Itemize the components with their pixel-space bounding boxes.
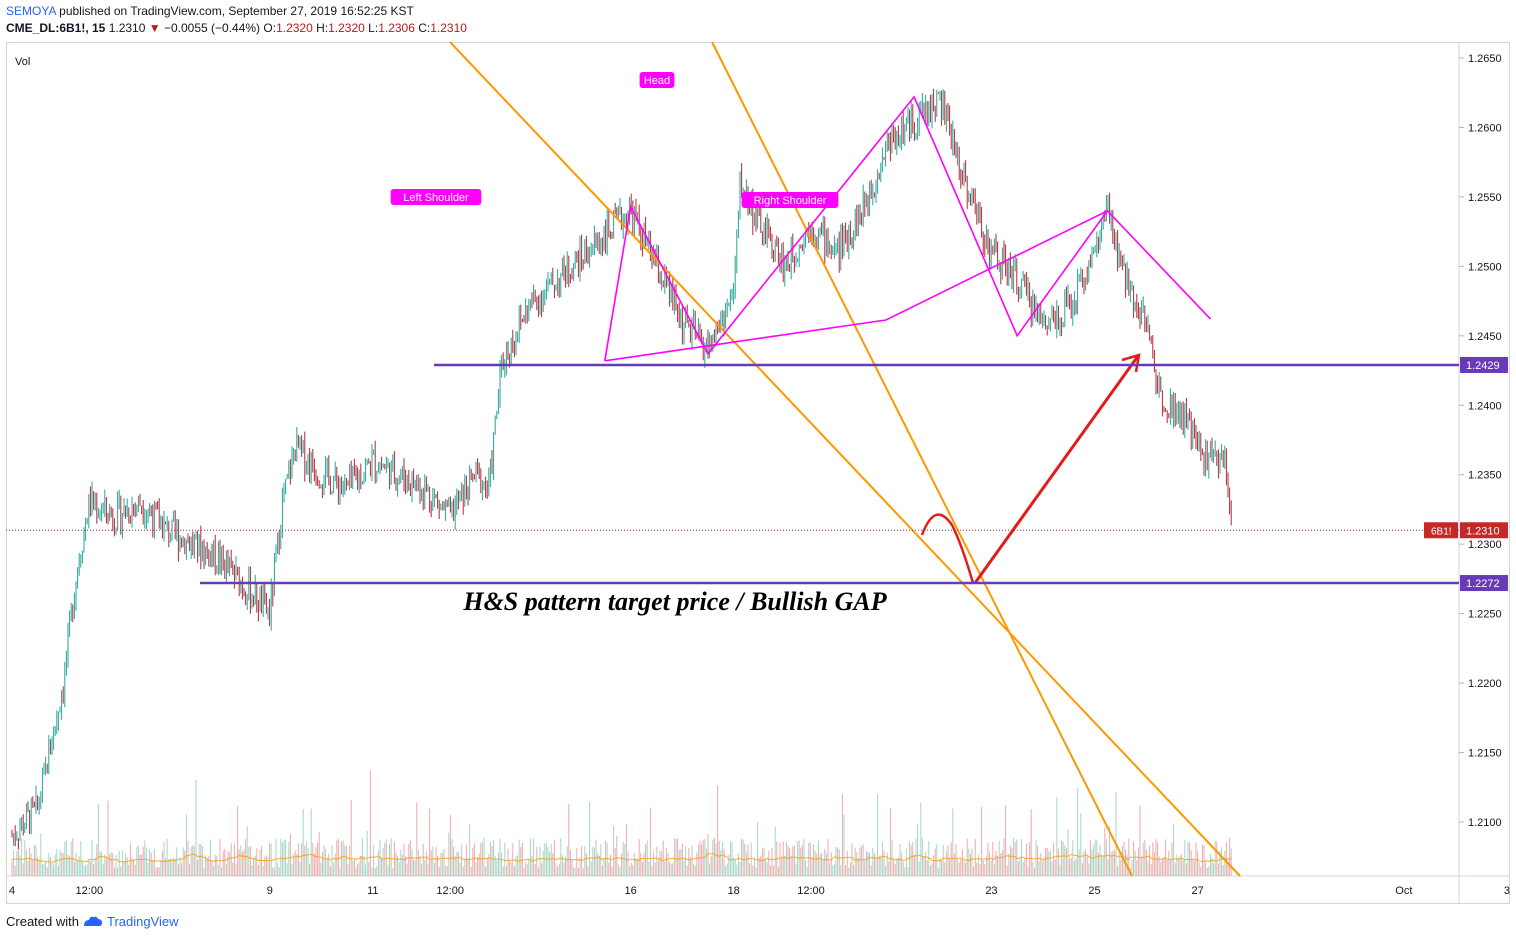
y-tick-label: 1.2500 bbox=[1468, 261, 1502, 273]
chart-frame[interactable] bbox=[6, 42, 1510, 904]
level-upper-badge bbox=[1460, 356, 1508, 373]
x-tick-label: 12:00 bbox=[76, 885, 104, 897]
x-tick-label: 18 bbox=[728, 885, 740, 897]
arrow-head-icon bbox=[1121, 353, 1141, 373]
tradingview-link[interactable]: TradingView bbox=[106, 914, 179, 929]
volume-ma-line bbox=[11, 853, 1232, 863]
down-triangle-icon: ▼ bbox=[148, 21, 161, 35]
y-tick-label: 1.2450 bbox=[1468, 331, 1502, 343]
high-label: H: bbox=[316, 21, 329, 35]
low-value: 1.2306 bbox=[378, 21, 415, 35]
y-tick-label: 1.2350 bbox=[1468, 470, 1502, 482]
high-value: 1.2320 bbox=[328, 21, 365, 35]
publish-info: SEMOYA published on TradingView.com, Sep… bbox=[6, 4, 414, 18]
head-label-bg bbox=[639, 72, 675, 88]
x-tick-label: 23 bbox=[985, 885, 997, 897]
left-shoulder-label-bg bbox=[390, 189, 482, 205]
open-label: O: bbox=[263, 21, 277, 35]
y-tick-label: 1.2400 bbox=[1468, 400, 1502, 412]
created-with-text: Created with bbox=[6, 914, 79, 929]
level-target-badge bbox=[1460, 575, 1508, 592]
x-tick-label: 12:00 bbox=[436, 885, 464, 897]
symbol-label: CME_DL:6B1!, 15 bbox=[6, 21, 106, 35]
level-upper-label: 1.2429 bbox=[1466, 360, 1500, 372]
y-tick-label: 1.2600 bbox=[1468, 122, 1502, 134]
y-tick-label: 1.2300 bbox=[1468, 539, 1502, 551]
right-shoulder-label-bg bbox=[741, 192, 839, 208]
x-tick-label: 4 bbox=[9, 885, 15, 897]
projection-curve bbox=[920, 513, 975, 584]
y-tick-label: 1.2550 bbox=[1468, 192, 1502, 204]
x-tick-label: 25 bbox=[1088, 885, 1100, 897]
x-tick-label: Oct bbox=[1395, 885, 1412, 897]
open-value: 1.2320 bbox=[276, 21, 313, 35]
ohlc-legend: CME_DL:6B1!, 15 1.2310 ▼ −0.0055 (−0.44%… bbox=[6, 21, 467, 35]
last-price-badge bbox=[1460, 522, 1508, 539]
pattern-annotation: H&S pattern target price / Bullish GAP bbox=[462, 587, 887, 616]
trendline-lower bbox=[449, 41, 1241, 877]
close-label: C: bbox=[418, 21, 431, 35]
last-price: 1.2310 bbox=[108, 21, 146, 35]
y-tick-label: 1.2650 bbox=[1468, 53, 1502, 65]
x-tick-label: 27 bbox=[1192, 885, 1204, 897]
indicator-label: Vol bbox=[15, 56, 30, 68]
x-tick-label: 11 bbox=[367, 885, 378, 897]
x-tick-label: 16 bbox=[624, 885, 636, 897]
author-link[interactable]: SEMOYA bbox=[6, 4, 56, 18]
x-tick-label: 12:00 bbox=[797, 885, 825, 897]
x-tick-label: 9 bbox=[267, 885, 273, 897]
right-shoulder-label: Right Shoulder bbox=[754, 195, 827, 207]
neckline bbox=[604, 319, 887, 362]
left-shoulder-label: Left Shoulder bbox=[403, 192, 469, 204]
low-label: L: bbox=[368, 21, 379, 35]
trendline-upper bbox=[711, 41, 1133, 877]
y-tick-label: 1.2250 bbox=[1468, 609, 1502, 621]
head-label: Head bbox=[644, 75, 670, 87]
y-tick-label: 1.2150 bbox=[1468, 748, 1502, 760]
change-value: −0.0055 (−0.44%) bbox=[163, 21, 261, 35]
level-target-label: 1.2272 bbox=[1466, 578, 1500, 590]
footer: Created with TradingView bbox=[6, 914, 179, 929]
y-tick-label: 1.2100 bbox=[1468, 817, 1502, 829]
right-shoulder-edge bbox=[885, 210, 1108, 321]
tradingview-logo-icon bbox=[83, 916, 102, 926]
symbol-badge-label: 6B1! bbox=[1431, 526, 1452, 537]
published-text: published on TradingView.com, September … bbox=[59, 4, 414, 18]
symbol-badge bbox=[1424, 522, 1458, 539]
projection-arrow bbox=[973, 355, 1140, 584]
y-tick-label: 1.2200 bbox=[1468, 678, 1502, 690]
close-value: 1.2310 bbox=[430, 21, 467, 35]
x-tick-label: 3 bbox=[1504, 885, 1510, 897]
last-price-label: 1.2310 bbox=[1466, 525, 1500, 537]
